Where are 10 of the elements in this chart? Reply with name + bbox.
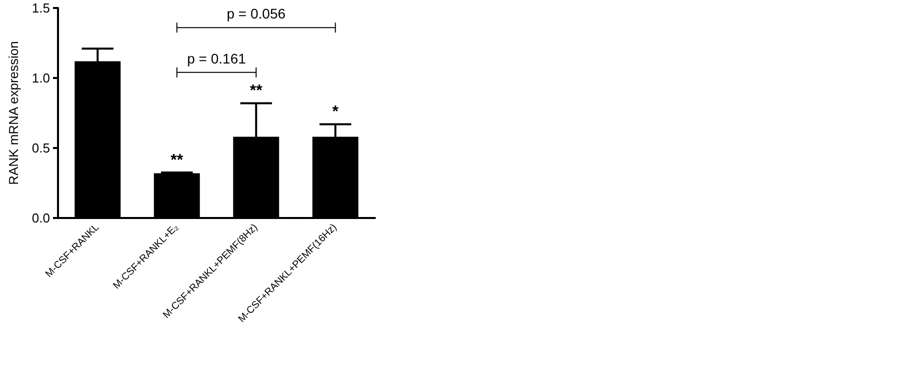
y-axis-title: RANK mRNA expression — [6, 41, 21, 185]
annotation: ** — [170, 152, 184, 169]
annotation: p = 0.161 — [187, 50, 246, 66]
y-tick-label: 1.5 — [32, 0, 50, 16]
annotation: ** — [250, 82, 264, 100]
y-tick-label: 0.0 — [32, 210, 50, 226]
y-tick-label: 0.5 — [32, 140, 50, 156]
y-tick-label: 1.0 — [32, 70, 50, 86]
annotation: p = 0.056 — [226, 6, 286, 22]
annotation: * — [332, 104, 340, 121]
